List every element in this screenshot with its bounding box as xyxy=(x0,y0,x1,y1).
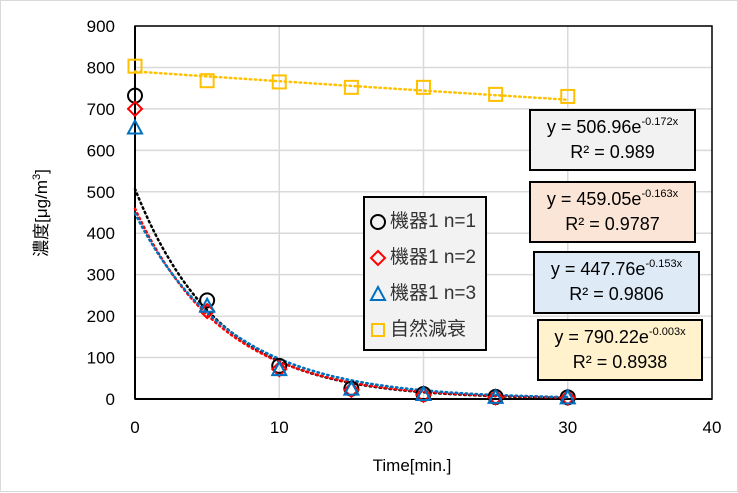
data-point-square xyxy=(488,86,504,102)
legend-item-natural: 自然減衰 xyxy=(365,312,485,348)
y-tick-label: 300 xyxy=(87,266,115,285)
y-tick-label: 100 xyxy=(87,349,115,368)
data-point-triangle xyxy=(126,118,144,135)
legend: 機器1 n=1 機器1 n=2 機器1 n=3 自然減衰 xyxy=(363,196,487,351)
trendline-equation-n3: y = 447.76e-0.153x R² = 0.9806 xyxy=(533,251,700,314)
y-tick-label: 600 xyxy=(87,141,115,160)
data-point-diamond xyxy=(415,386,432,404)
data-point-triangle xyxy=(486,387,505,404)
y-tick-label: 500 xyxy=(87,183,115,202)
trendline-equation-n2: y = 459.05e-0.163x R² = 0.9787 xyxy=(529,181,696,243)
y-tick-label: 900 xyxy=(87,17,115,36)
circle-marker-icon xyxy=(370,214,386,230)
data-point-triangle xyxy=(270,360,288,377)
data-point-diamond xyxy=(126,100,144,118)
data-point-circle xyxy=(271,357,288,374)
square-marker-icon xyxy=(371,323,385,337)
y-tick-label: 700 xyxy=(87,100,115,119)
x-axis-label: Time[min.] xyxy=(373,456,452,475)
diamond-marker-icon xyxy=(369,249,387,267)
legend-label: 自然減衰 xyxy=(390,319,467,340)
data-point-diamond xyxy=(559,389,577,407)
data-point-triangle xyxy=(198,296,216,313)
trendline-equation-n1: y = 506.96e-0.172x R² = 0.989 xyxy=(529,109,696,171)
legend-label: 機器1 n=2 xyxy=(390,247,477,268)
y-tick-label: 800 xyxy=(87,58,115,77)
data-point-square xyxy=(199,73,215,89)
data-point-triangle xyxy=(559,388,577,405)
x-tick-label: 40 xyxy=(703,418,722,437)
trendline-1 xyxy=(133,187,570,400)
y-tick-label: 200 xyxy=(87,307,115,326)
legend-item-n3: 機器1 n=3 xyxy=(365,276,485,312)
data-point-square xyxy=(416,79,431,95)
y-tick-label: 0 xyxy=(106,390,115,409)
data-point-circle xyxy=(199,292,216,309)
y-tick-label: 400 xyxy=(87,224,115,243)
data-point-square xyxy=(560,88,576,104)
data-point-diamond xyxy=(487,388,505,406)
x-tick-label: 10 xyxy=(270,418,289,437)
data-point-triangle xyxy=(342,379,361,396)
legend-label: 機器1 n=3 xyxy=(390,283,477,304)
legend-item-n2: 機器1 n=2 xyxy=(365,240,485,276)
data-point-triangle xyxy=(414,384,433,402)
trendline-4 xyxy=(133,70,570,101)
data-point-square xyxy=(127,58,143,74)
y-axis-label: 濃度[μg/m3] xyxy=(31,169,51,257)
legend-item-n1: 機器1 n=1 xyxy=(365,204,485,240)
trendline-equation-natural: y = 790.22e-0.003x R² = 0.8938 xyxy=(537,319,703,381)
x-tick-label: 30 xyxy=(558,418,577,437)
data-point-diamond xyxy=(342,381,360,399)
triangle-marker-icon xyxy=(369,285,387,301)
x-tick-label: 0 xyxy=(130,418,139,437)
legend-label: 機器1 n=1 xyxy=(390,211,477,232)
x-tick-label: 20 xyxy=(414,418,433,437)
trendline-3 xyxy=(133,212,570,399)
data-point-square xyxy=(271,74,287,90)
data-point-square xyxy=(343,79,359,95)
